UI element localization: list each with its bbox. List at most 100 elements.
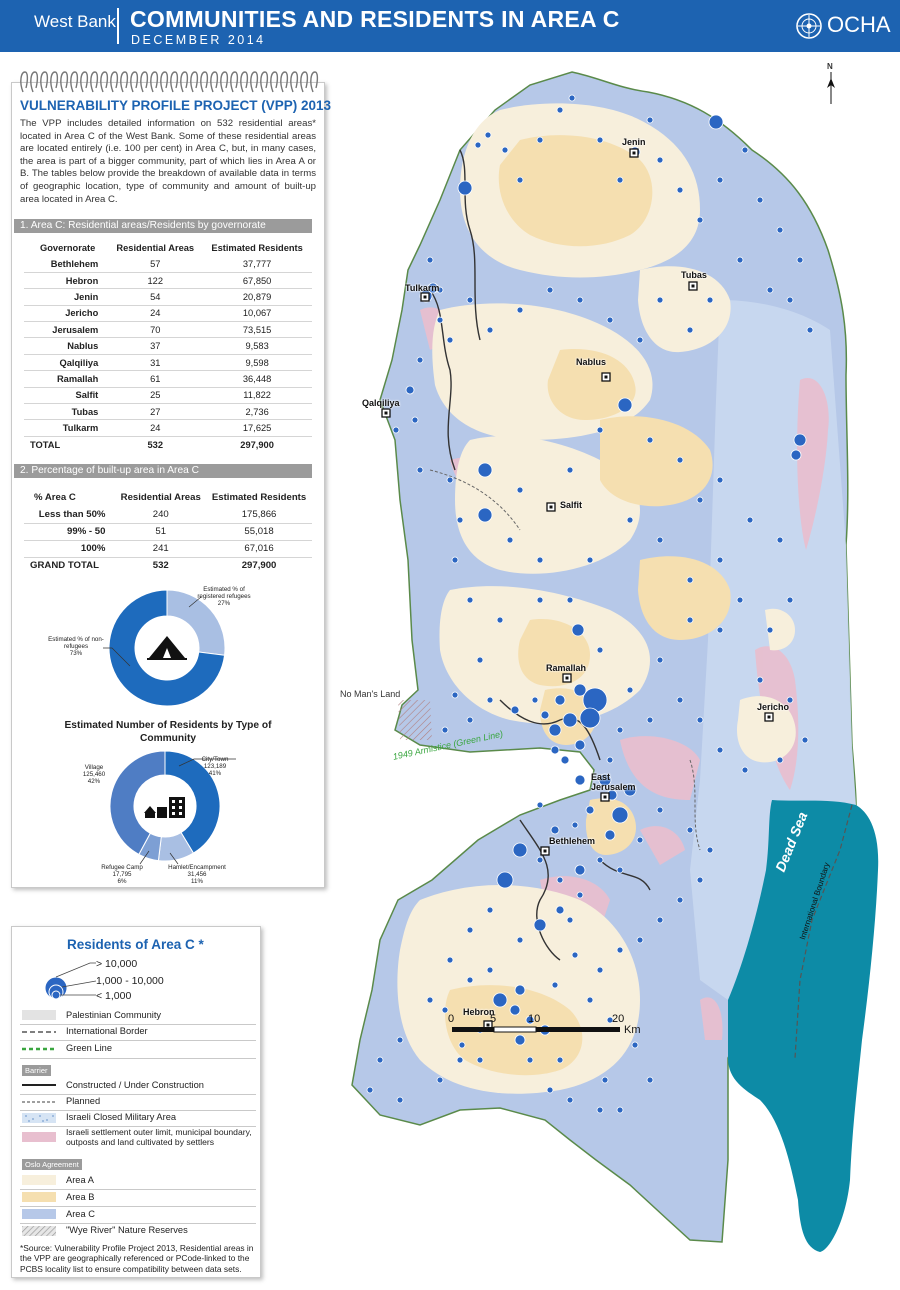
community-circle [574,864,586,876]
community-circle [617,397,633,413]
legend-divider [20,1189,256,1190]
scale-label-0: 0 [448,1013,455,1025]
community-circle [426,996,434,1004]
community-circle [596,646,604,654]
built-up-table: % Area C Residential Areas Estimated Res… [24,488,312,574]
table-cell: 2,736 [202,403,312,421]
community-circle [456,1056,464,1064]
spiral-ring [270,71,279,93]
legend-divider [20,1126,256,1127]
city-markers [381,148,774,1030]
community-circle [626,686,634,694]
community-circle [566,916,574,924]
legend-divider [20,1223,256,1224]
community-circle [536,136,544,144]
community-circle [686,826,694,834]
community-circle [474,141,482,149]
community-circle [716,476,724,484]
community-circle [560,755,570,765]
spiral-ring [260,71,269,93]
table-row: Hebron 122 67,850 [24,272,312,290]
community-circle [598,773,612,787]
total-cell: 532 [147,439,163,450]
planned-barrier [429,469,701,851]
dead-sea [728,800,879,1252]
community-circle [676,896,684,904]
row-label: Jericho [24,305,109,323]
table-cell: 73,515 [202,321,312,339]
refugees-label: Estimated % of registered refugees 27% [197,586,251,607]
community-circle [466,716,474,724]
community-circle [466,976,474,984]
legend-group-barrier: Barrier [22,1065,51,1076]
leader-line [103,647,131,667]
community-circle [546,286,554,294]
community-circle [696,716,704,724]
community-circle [656,916,664,924]
city-marker-dot [543,849,547,853]
row-label: Jenin [24,288,109,306]
city-marker-dot [384,411,388,415]
community-circle [716,556,724,564]
total-cell: 297,900 [240,439,274,450]
community-circle [656,156,664,164]
city-label-salfit: Salfit [560,500,583,510]
community-circle [741,766,749,774]
community-circle [636,836,644,844]
table-row: Qalqiliya 31 9,598 [24,354,312,372]
community-circle [492,992,508,1008]
city-label-east: East [591,772,611,782]
community-circle [514,1034,526,1046]
community-circle [516,176,524,184]
community-circle [746,516,754,524]
community-circle [416,356,424,364]
community-circle [716,626,724,634]
header-divider [117,8,119,44]
city-marker-dot [486,1023,490,1027]
row-label: Qalqiliya [24,354,109,372]
legend-divider [20,1058,256,1059]
row-label: Salfit [24,387,109,405]
community-circle [576,891,584,899]
community-circle [536,856,544,864]
legend-size-small: < 1,000 [96,990,132,1002]
community-circle [376,1056,384,1064]
total-cell: 532 [152,560,169,572]
table-cell: 240 [115,506,207,524]
table-row: Ramallah 61 36,448 [24,370,312,388]
spiral-ring [130,71,139,93]
community-circle [796,256,804,264]
community-circle [446,336,454,344]
spiral-ring [160,71,169,93]
community-circle [574,739,586,751]
spiral-ring [200,71,209,93]
legend-size-medium: 1,000 - 10,000 [96,975,164,987]
community-circle [411,416,419,424]
spiral-ring [170,71,179,93]
community-circle [516,936,524,944]
spiral-ring [300,71,309,93]
spiral-ring [60,71,69,93]
camp-label: Refugee Camp 17,795 6% [101,864,143,885]
spiral-ring [150,71,159,93]
no-mans-land-area [398,700,432,740]
table-cell: 67,850 [202,272,312,290]
community-circle [708,114,724,130]
table-row: Jericho 24 10,067 [24,305,312,323]
community-circle [405,385,415,395]
table-row: Bethlehem 57 37,777 [24,256,312,273]
community-circle [579,707,601,729]
community-circle [706,296,714,304]
community-circle [477,507,493,523]
legend-title: Residents of Area C * [67,937,204,952]
city-marker-dot [632,151,636,155]
community-circle [486,696,494,704]
city-label-jericho: Jericho [757,702,790,712]
community-circle [556,876,564,884]
community-donut-chart [109,750,221,862]
governorate-table: Governorate Residential Areas Estimated … [24,240,312,453]
city-marker-dot [565,676,569,680]
community-circle [656,656,664,664]
city-label-tubas: Tubas [681,270,707,280]
community-swatch [22,1010,56,1020]
